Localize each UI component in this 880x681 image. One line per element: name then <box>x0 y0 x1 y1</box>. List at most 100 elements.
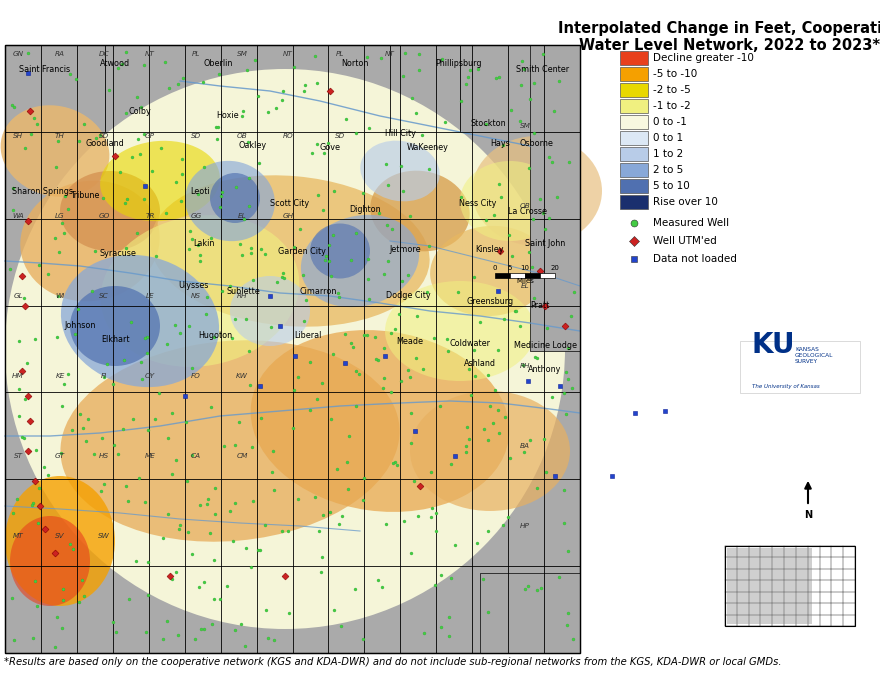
Text: Atwood: Atwood <box>100 59 130 69</box>
Text: NS: NS <box>191 293 201 299</box>
Text: RH: RH <box>520 363 531 369</box>
Bar <box>495 273 510 278</box>
Text: Syracuse: Syracuse <box>99 249 136 257</box>
Ellipse shape <box>385 281 535 381</box>
Text: Garden City: Garden City <box>278 247 326 255</box>
Text: Jetmore: Jetmore <box>389 244 421 253</box>
Text: WA: WA <box>12 213 24 219</box>
Text: Greensburg: Greensburg <box>466 296 514 306</box>
Text: 2 to 5: 2 to 5 <box>653 165 683 175</box>
Ellipse shape <box>301 215 419 307</box>
Bar <box>510 273 525 278</box>
Text: RA: RA <box>55 51 65 57</box>
Text: NT: NT <box>283 51 293 57</box>
Text: Hoxie: Hoxie <box>216 112 239 121</box>
Text: -1 to -2: -1 to -2 <box>653 101 691 111</box>
Text: 5 to 10: 5 to 10 <box>653 181 690 191</box>
Text: SV: SV <box>55 533 65 539</box>
Ellipse shape <box>430 226 550 316</box>
Text: GO: GO <box>99 213 110 219</box>
Text: Sublette: Sublette <box>226 287 260 296</box>
Text: TR: TR <box>145 213 155 219</box>
Text: Ashland: Ashland <box>464 358 496 368</box>
Text: TH: TH <box>55 133 65 139</box>
Text: HP: HP <box>520 523 530 529</box>
Text: OB: OB <box>237 133 247 139</box>
Bar <box>620 131 648 145</box>
Text: Interpolated Change in Feet, Cooperative
Water Level Network, 2022 to 2023*: Interpolated Change in Feet, Cooperative… <box>558 21 880 53</box>
Text: KANSAS
GEOLOGICAL
SURVEY: KANSAS GEOLOGICAL SURVEY <box>795 347 833 364</box>
Ellipse shape <box>1 106 109 197</box>
Text: 0 to -1: 0 to -1 <box>653 117 687 127</box>
Text: Hugoton: Hugoton <box>198 332 232 340</box>
Ellipse shape <box>60 171 160 251</box>
Text: Liberal: Liberal <box>294 332 322 340</box>
Ellipse shape <box>61 340 400 541</box>
Text: PL: PL <box>192 51 200 57</box>
Text: Rise over 10: Rise over 10 <box>653 197 718 207</box>
Text: CM: CM <box>237 453 247 459</box>
Text: Goodland: Goodland <box>85 138 124 148</box>
Text: GH: GH <box>282 213 294 219</box>
Text: ST: ST <box>13 453 23 459</box>
Text: NT: NT <box>385 51 395 57</box>
Text: Pratt: Pratt <box>531 302 550 311</box>
Text: Johnson: Johnson <box>64 321 96 330</box>
Text: SD: SD <box>99 133 109 139</box>
Ellipse shape <box>61 255 219 387</box>
Text: Leoti: Leoti <box>190 187 209 195</box>
Text: Data not loaded: Data not loaded <box>653 254 737 264</box>
Text: HS: HS <box>99 453 109 459</box>
Ellipse shape <box>150 175 429 327</box>
Text: NT: NT <box>145 51 155 57</box>
Text: Saint John: Saint John <box>524 238 565 247</box>
Text: PL: PL <box>336 51 344 57</box>
Text: EL: EL <box>238 213 246 219</box>
Text: OY: OY <box>145 373 155 379</box>
Text: 0 to 1: 0 to 1 <box>653 133 683 143</box>
Ellipse shape <box>100 215 299 367</box>
Bar <box>5 45 580 653</box>
Text: Measured Well: Measured Well <box>653 218 730 228</box>
Ellipse shape <box>472 136 602 246</box>
Text: Osborne: Osborne <box>519 138 553 148</box>
Ellipse shape <box>210 173 260 223</box>
Ellipse shape <box>230 276 310 346</box>
Text: Kinsley: Kinsley <box>476 244 504 253</box>
Bar <box>620 51 648 65</box>
Text: SH: SH <box>13 133 23 139</box>
Text: Hill City: Hill City <box>385 129 415 138</box>
Text: OB: OB <box>519 203 531 209</box>
Text: HM: HM <box>12 373 24 379</box>
Ellipse shape <box>5 476 115 606</box>
Text: Ness City: Ness City <box>459 198 496 208</box>
Text: La Crosse: La Crosse <box>508 206 546 215</box>
Bar <box>740 341 860 393</box>
Text: Stockton: Stockton <box>470 118 506 127</box>
Text: RH: RH <box>237 293 247 299</box>
Text: SD: SD <box>191 133 202 139</box>
Bar <box>525 273 540 278</box>
Text: *Results are based only on the cooperative network (KGS and KDA-DWR) and do not : *Results are based only on the cooperati… <box>4 657 781 667</box>
Ellipse shape <box>460 161 560 241</box>
Text: SW: SW <box>99 533 110 539</box>
Bar <box>725 546 855 626</box>
Text: GL: GL <box>13 293 23 299</box>
Text: Dodge City: Dodge City <box>385 291 430 300</box>
Text: WI: WI <box>55 293 64 299</box>
Text: Gove: Gove <box>319 142 341 151</box>
Bar <box>620 163 648 177</box>
Ellipse shape <box>100 141 220 221</box>
Text: Cimarron: Cimarron <box>299 287 337 296</box>
Text: SC: SC <box>99 293 109 299</box>
Text: LG: LG <box>55 213 65 219</box>
Text: EL: EL <box>521 283 529 289</box>
Text: Norton: Norton <box>341 59 369 69</box>
Text: Oakley: Oakley <box>239 142 267 151</box>
Text: MT: MT <box>12 533 23 539</box>
Text: Medicine Lodge: Medicine Lodge <box>514 341 576 351</box>
Bar <box>620 83 648 97</box>
Text: Hays: Hays <box>490 138 510 148</box>
Text: WaKeeney: WaKeeney <box>407 142 449 151</box>
Text: Anthony: Anthony <box>528 364 561 373</box>
